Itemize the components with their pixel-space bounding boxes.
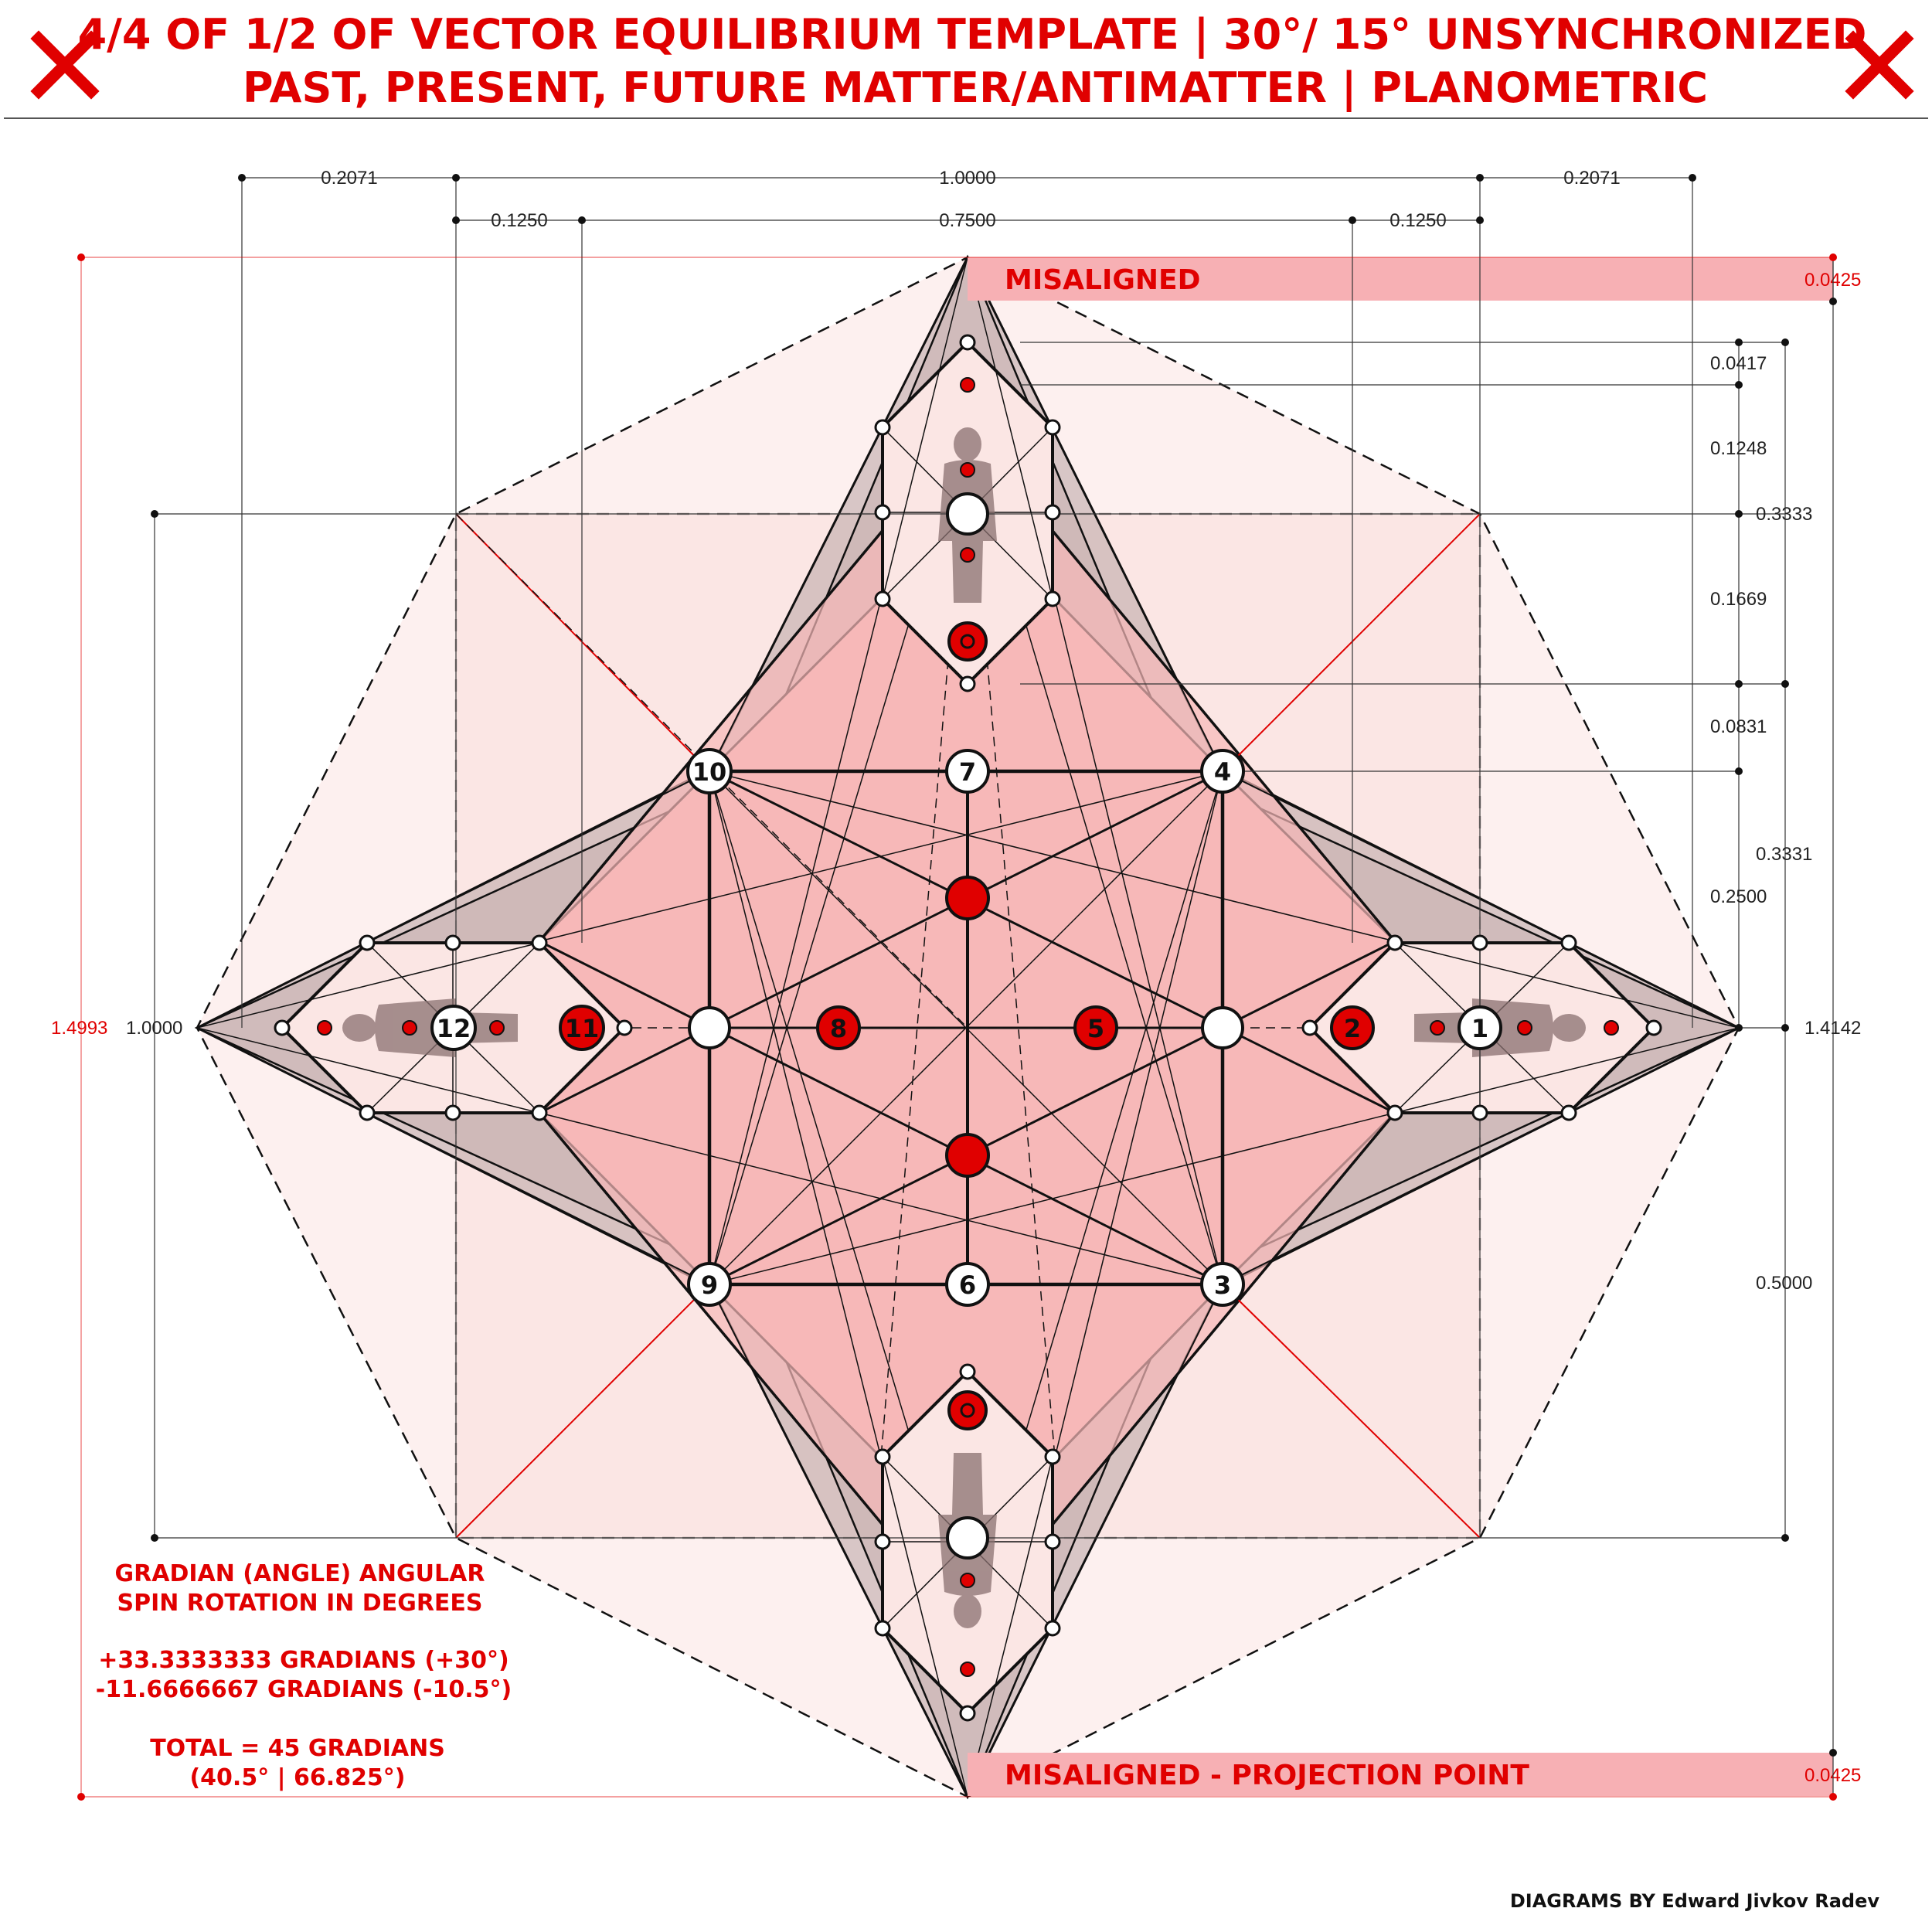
svg-text:4: 4 [1214,757,1231,787]
dim-right-total: 1.4142 [1804,1018,1861,1039]
title-line-1: 4/4 OF 1/2 OF VECTOR EQUILIBRIUM TEMPLAT… [78,10,1867,59]
svg-text:1: 1 [1471,1014,1488,1043]
credit: DIAGRAMS BY Edward Jivkov Radev [1510,1890,1879,1912]
target-icon [947,621,988,662]
svg-text:3: 3 [1214,1270,1231,1300]
misaligned-band-bottom: MISALIGNED - PROJECTION POINT 0.0425 [968,1753,1861,1796]
misaligned-band-top: MISALIGNED 0.0425 [968,257,1861,301]
note-line-4: -11.6666667 GRADIANS (-10.5°) [96,1676,512,1703]
dim-second-left: 0.1250 [491,210,547,231]
svg-text:10: 10 [692,757,727,787]
dim-right-4: 0.1669 [1710,589,1767,610]
node-10: 10 [686,748,733,794]
title-line-2: PAST, PRESENT, FUTURE MATTER/ANTIMATTER … [243,63,1708,112]
dim-right-8: 0.5000 [1756,1273,1812,1294]
dim-right-7: 0.2500 [1710,886,1767,907]
band-label-top: MISALIGNED [1005,264,1201,296]
dim-top-right: 0.2071 [1563,168,1620,189]
dim-top-center: 1.0000 [939,168,995,189]
dim-top-left: 0.2071 [321,168,377,189]
large-nodes [688,492,1244,1560]
node-4: 4 [1200,749,1245,794]
dim-second-center: 0.7500 [939,210,995,231]
dimension-ticks [151,174,1837,1757]
svg-text:11: 11 [565,1014,600,1043]
node-3: 3 [1200,1262,1245,1307]
node-6: 6 [945,1262,990,1307]
numbered-nodes: 1 2 3 4 5 6 7 8 9 10 11 12 [430,748,1502,1307]
small-nodes [274,334,1662,1722]
node-9: 9 [687,1262,732,1307]
node-7: 7 [945,749,990,794]
band-label-bottom: MISALIGNED - PROJECTION POINT [1005,1760,1529,1791]
svg-text:2: 2 [1344,1014,1361,1043]
node-1: 1 [1458,1005,1502,1050]
node-11: 11 [559,1005,605,1051]
close-icon [1845,30,1914,100]
svg-text:6: 6 [959,1270,976,1300]
note-line-3: +33.3333333 GRADIANS (+30°) [98,1647,509,1674]
header: 4/4 OF 1/2 OF VECTOR EQUILIBRIUM TEMPLAT… [4,10,1928,119]
note-line-6: (40.5° | 66.825°) [189,1764,405,1791]
svg-text:12: 12 [437,1014,471,1043]
note-line-1: GRADIAN (ANGLE) ANGULAR [115,1560,485,1587]
svg-text:9: 9 [701,1270,718,1300]
note-line-5: TOTAL = 45 GRADIANS [150,1735,445,1762]
note-line-2: SPIN ROTATION IN DEGREES [117,1590,482,1617]
dimension-lines [154,177,1834,1797]
dim-left-total: 1.0000 [126,1018,182,1039]
svg-text:8: 8 [830,1014,847,1043]
svg-text:7: 7 [959,757,976,787]
angle-notes: GRADIAN (ANGLE) ANGULAR SPIN ROTATION IN… [96,1560,512,1791]
dim-second-right: 0.1250 [1389,210,1446,231]
square-diagonals [455,513,1481,1539]
node-8: 8 [816,1005,861,1050]
close-icon [30,30,100,100]
red-extent-lines [80,257,1833,1798]
dim-right-5: 0.0831 [1710,716,1767,737]
node-5: 5 [1073,1005,1118,1050]
dim-right-3: 0.3333 [1756,504,1812,525]
dim-right-2: 0.1248 [1710,438,1767,459]
target-icon [947,1390,988,1430]
dimension-labels: 0.2071 1.0000 0.2071 0.1250 0.7500 0.125… [51,168,1861,1294]
node-2: 2 [1330,1005,1375,1050]
dim-right-6: 0.3331 [1756,844,1812,865]
red-extent-ticks [77,253,1837,1801]
node-12: 12 [430,1005,477,1051]
dim-left-total-red: 1.4993 [51,1018,107,1039]
dim-right-1: 0.0417 [1710,353,1767,374]
svg-text:5: 5 [1087,1014,1104,1043]
